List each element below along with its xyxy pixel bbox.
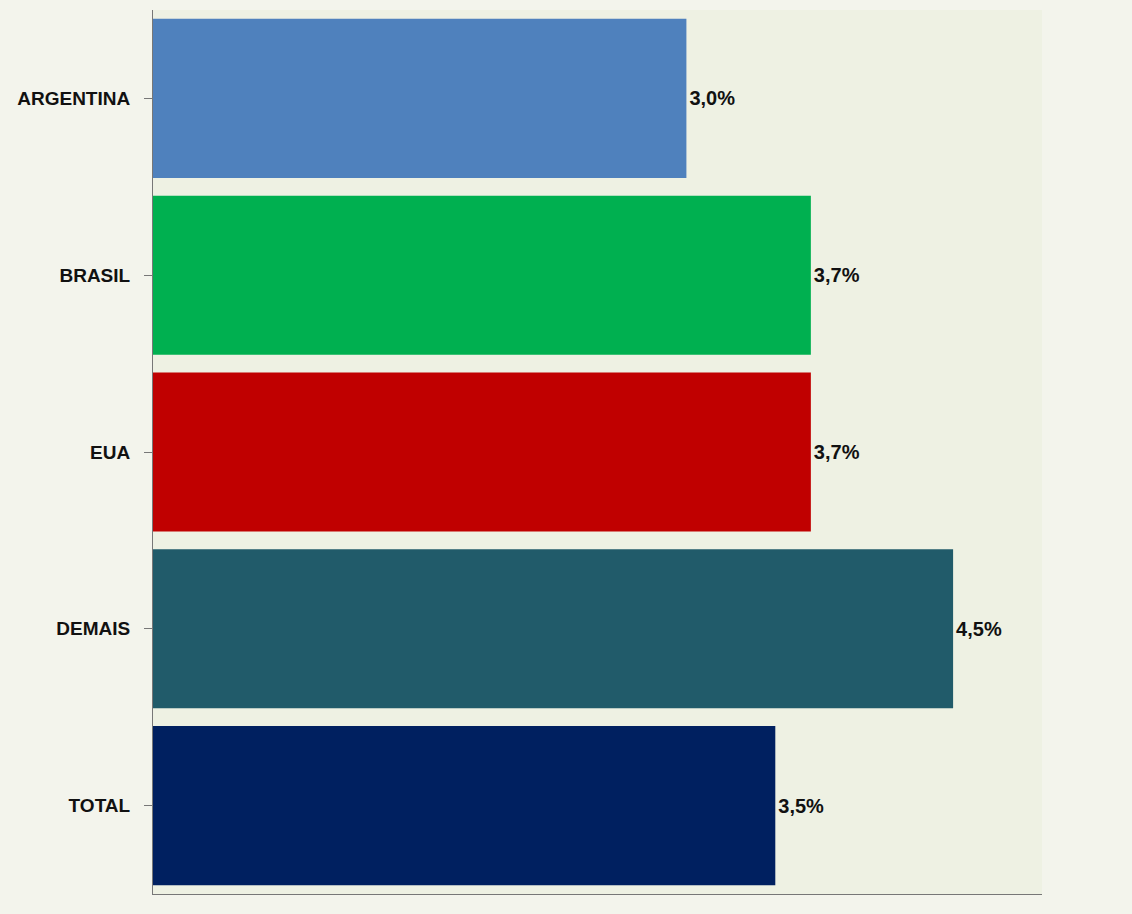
svg-text:DEMAIS: DEMAIS — [56, 618, 130, 639]
svg-text:4,5%: 4,5% — [956, 618, 1002, 640]
svg-text:TOTAL: TOTAL — [69, 795, 131, 816]
svg-text:3,0%: 3,0% — [689, 87, 735, 109]
svg-text:EUA: EUA — [90, 442, 130, 463]
svg-text:3,7%: 3,7% — [814, 264, 860, 286]
svg-text:ARGENTINA: ARGENTINA — [17, 88, 130, 109]
svg-text:3,5%: 3,5% — [778, 795, 824, 817]
svg-text:3,7%: 3,7% — [814, 441, 860, 463]
svg-text:BRASIL: BRASIL — [59, 265, 130, 286]
